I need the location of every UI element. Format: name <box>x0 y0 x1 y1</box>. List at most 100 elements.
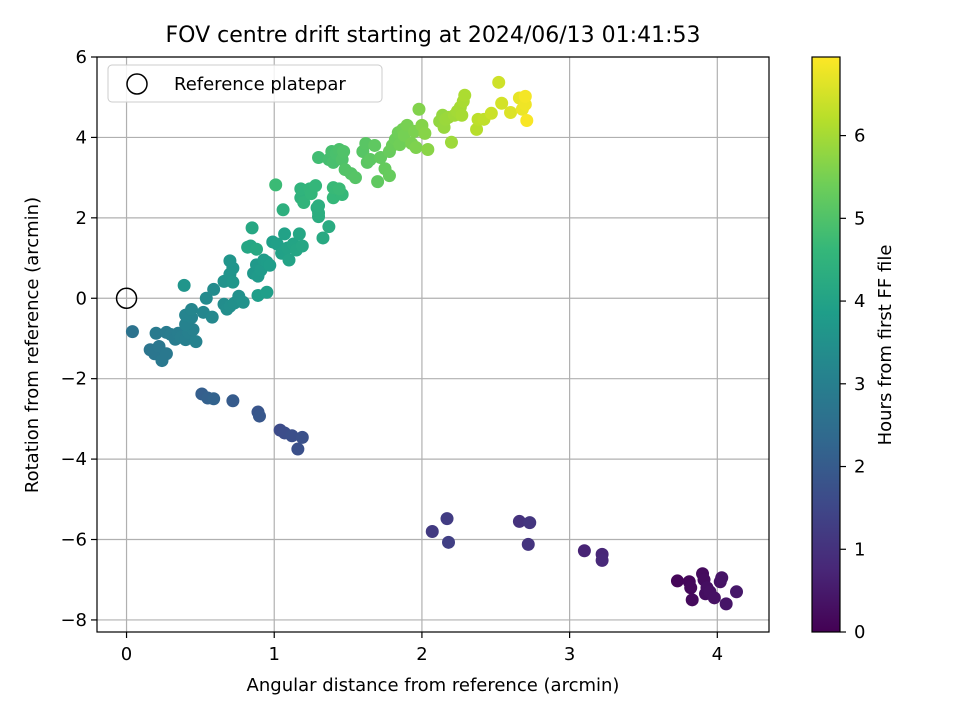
x-tick-label: 4 <box>712 644 723 665</box>
data-point <box>207 282 221 296</box>
data-point <box>312 151 326 165</box>
data-point <box>685 593 699 607</box>
x-axis-label: Angular distance from reference (arcmin) <box>247 675 620 696</box>
data-point <box>199 291 213 305</box>
y-tick-label: 0 <box>76 288 87 309</box>
data-point <box>285 429 299 443</box>
data-point <box>297 196 311 210</box>
data-point <box>409 140 423 154</box>
data-point <box>442 535 456 549</box>
data-point <box>292 227 306 241</box>
y-tick-label: 2 <box>76 208 87 229</box>
colorbar-label: Hours from first FF file <box>875 245 896 446</box>
y-axis-ticks: −8 −6 −4 −2 0 2 4 6 <box>60 47 97 631</box>
colorbar: 0 1 2 3 4 5 6 Hours from first FF file <box>811 56 896 643</box>
y-tick-label: −2 <box>60 369 87 390</box>
data-point <box>316 231 330 245</box>
data-point <box>332 182 346 196</box>
data-point <box>425 524 439 538</box>
y-tick-label: −4 <box>60 449 87 470</box>
data-point <box>309 179 323 193</box>
data-point <box>730 585 744 599</box>
legend: Reference platepar <box>107 64 383 103</box>
data-point <box>368 138 382 152</box>
data-point <box>250 242 264 256</box>
colorbar-tick-label: 3 <box>854 374 865 395</box>
y-tick-label: 4 <box>76 127 87 148</box>
data-point <box>312 199 326 213</box>
data-point <box>418 126 432 140</box>
data-point <box>371 175 385 189</box>
data-point <box>278 227 292 241</box>
data-point <box>226 394 240 408</box>
data-point <box>276 203 290 217</box>
data-point <box>512 514 526 528</box>
data-point <box>159 347 173 361</box>
data-point <box>125 325 139 339</box>
data-point <box>207 392 221 406</box>
legend-box <box>107 64 383 103</box>
plot-frame <box>96 56 770 633</box>
colorbar-fill <box>812 57 840 632</box>
colorbar-tick-label: 6 <box>854 126 865 147</box>
data-point <box>670 574 684 588</box>
data-point <box>715 571 729 585</box>
data-point <box>495 96 509 110</box>
data-point <box>363 153 377 167</box>
data-point <box>440 512 454 526</box>
data-point <box>236 295 250 309</box>
data-point <box>455 108 469 122</box>
x-axis-ticks: 0 1 2 3 4 <box>121 632 723 665</box>
colorbar-tick-label: 5 <box>854 208 865 229</box>
data-point <box>458 88 472 102</box>
data-point <box>521 537 535 551</box>
data-point <box>252 409 266 423</box>
data-point <box>577 544 591 558</box>
colorbar-ticks: 0 1 2 3 4 5 6 <box>840 126 865 643</box>
data-point <box>205 310 219 324</box>
data-point <box>444 135 458 149</box>
data-point <box>185 303 199 317</box>
data-point <box>719 597 733 611</box>
data-point <box>523 516 537 530</box>
data-point <box>504 105 518 119</box>
data-point <box>269 178 283 192</box>
data-point <box>518 89 532 103</box>
x-tick-label: 2 <box>416 644 427 665</box>
data-point <box>177 278 191 292</box>
data-point <box>263 258 277 272</box>
data-point <box>322 220 336 234</box>
data-point <box>595 553 609 567</box>
data-point <box>189 335 203 349</box>
reference-platepar-marker <box>115 287 138 310</box>
data-point <box>291 442 305 456</box>
legend-open-circle-marker <box>126 73 148 95</box>
data-point <box>412 102 426 116</box>
data-point <box>223 254 237 268</box>
data-point <box>295 239 309 253</box>
x-tick-label: 0 <box>121 644 132 665</box>
colorbar-frame <box>811 56 841 633</box>
y-tick-label: −6 <box>60 530 87 551</box>
y-tick-label: −8 <box>60 610 87 631</box>
data-point <box>684 581 698 595</box>
chart-title: FOV centre drift starting at 2024/06/13 … <box>166 23 701 48</box>
reference-marker-layer <box>115 287 138 310</box>
y-tick-label: 6 <box>76 47 87 68</box>
data-point <box>382 169 396 183</box>
data-point <box>337 144 351 158</box>
x-tick-label: 3 <box>564 644 575 665</box>
data-point <box>149 326 163 340</box>
data-point <box>520 114 534 128</box>
data-point <box>484 106 498 120</box>
colorbar-tick-label: 2 <box>854 457 865 478</box>
data-point <box>348 171 362 185</box>
x-tick-label: 1 <box>269 644 280 665</box>
data-point <box>245 221 259 235</box>
data-point <box>282 253 296 267</box>
colorbar-tick-label: 0 <box>854 622 865 643</box>
data-point <box>295 430 309 444</box>
data-point <box>260 285 274 299</box>
data-point <box>470 122 484 136</box>
